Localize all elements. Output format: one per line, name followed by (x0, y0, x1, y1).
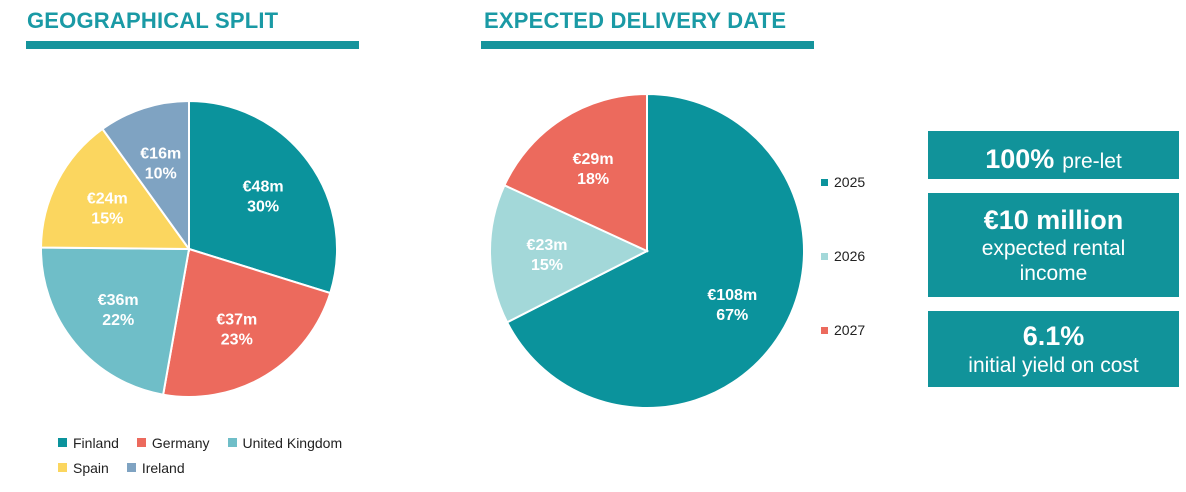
slice-value-label: €108m (707, 287, 757, 304)
prelet-value: 100% (985, 144, 1055, 174)
pie-slice-2026 (489, 183, 650, 324)
slice-value-label: €37m (216, 312, 257, 329)
pie-slice-spain (39, 127, 191, 251)
prelet-label: pre-let (1062, 150, 1122, 173)
legend-label: 2025 (834, 174, 866, 190)
slice-percent-label: 67% (716, 307, 748, 324)
legend-swatch (821, 252, 828, 260)
legend-swatch (821, 326, 828, 334)
legend-item-2026: 2026 (821, 248, 865, 264)
slice-value-label: €36m (98, 292, 139, 309)
slice-percent-label: 30% (247, 198, 279, 215)
legend-label: Ireland (141, 459, 185, 476)
slice-value-label: €48m (243, 178, 284, 195)
legend-label: Germany (151, 434, 210, 451)
legend-swatch (126, 463, 136, 472)
rental-income-kpi-box: €10 million expected rental income (928, 193, 1179, 297)
legend-item-united-kingdom: United Kingdom (227, 434, 343, 451)
yield-kpi-box: 6.1% initial yield on cost (928, 311, 1179, 387)
slice-value-label: €29m (573, 151, 614, 168)
geographical-legend: Finland Germany United Kingdom Spain Ire… (58, 430, 368, 480)
rental-value: €10 million (983, 204, 1124, 235)
pie-slice-germany (161, 247, 332, 398)
slice-percent-label: 15% (531, 257, 563, 274)
legend-swatch (58, 438, 67, 447)
legend-label: Spain (73, 459, 109, 476)
slice-percent-label: 10% (145, 165, 177, 182)
rental-label-line-1: expected rental (981, 237, 1126, 260)
geographical-title-underline (26, 41, 359, 49)
legend-item-finland: Finland (58, 435, 119, 451)
pie-slice-united-kingdom (40, 246, 191, 396)
rental-label-line-2: income (1019, 262, 1088, 286)
legend-item-germany: Germany (136, 434, 210, 451)
slice-percent-label: 22% (102, 312, 134, 329)
legend-swatch (136, 438, 146, 447)
slice-percent-label: 15% (91, 211, 123, 228)
slice-percent-label: 23% (221, 332, 253, 349)
legend-swatch (821, 178, 828, 186)
delivery-pie-chart: €108m 67% €23m 15% €29m 18% (489, 92, 805, 409)
slice-percent-label: 18% (577, 171, 609, 188)
legend-label: Finland (73, 434, 119, 451)
pie-slice-finland (188, 99, 338, 295)
slice-value-label: €23m (527, 237, 568, 254)
legend-label: United Kingdom (242, 434, 343, 451)
legend-item-2025: 2025 (821, 174, 865, 190)
pie-slice-ireland (101, 99, 190, 253)
delivery-title-underline (481, 41, 814, 49)
slice-value-label: €16m (140, 145, 181, 162)
yield-value: 6.1% (1022, 321, 1085, 352)
delivery-date-title: EXPECTED DELIVERY DATE (484, 8, 787, 33)
legend-swatch (227, 438, 237, 447)
prelet-kpi-box: 100% pre-let (928, 131, 1179, 179)
slice-value-label: €24m (87, 191, 128, 208)
pie-slice-2027 (503, 92, 648, 253)
pie-slice-2025 (505, 92, 805, 409)
legend-swatch (58, 463, 67, 472)
yield-label: initial yield on cost (968, 353, 1139, 377)
legend-item-2027: 2027 (821, 322, 865, 338)
legend-label: 2027 (834, 322, 866, 338)
legend-item-spain: Spain (58, 460, 109, 476)
legend-label: 2026 (834, 248, 866, 264)
geographical-pie-chart: €48m 30% €37m 23% €36m 22% €24m 15% €16m 10% (39, 99, 338, 398)
geographical-split-title: GEOGRAPHICAL SPLIT (27, 8, 279, 33)
legend-item-ireland: Ireland (126, 459, 185, 476)
